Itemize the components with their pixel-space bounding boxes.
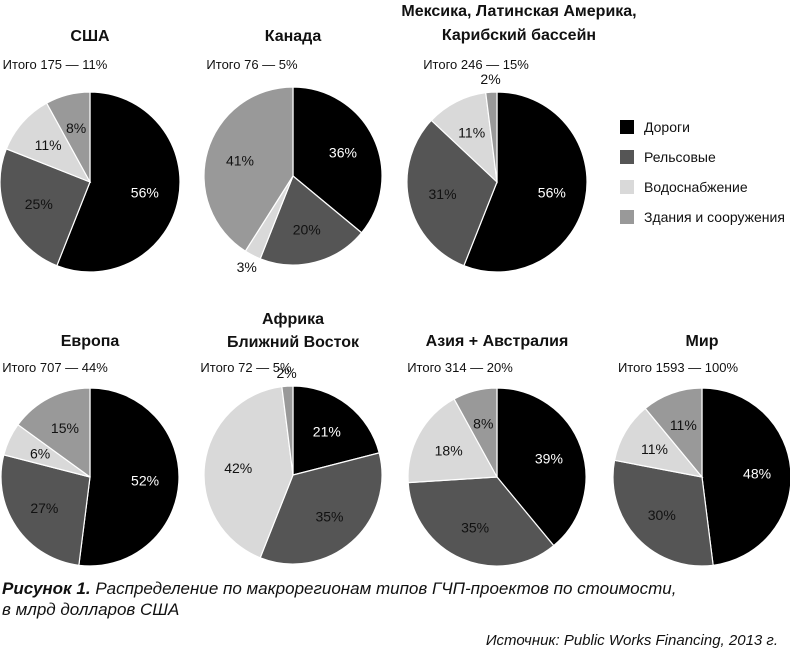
pie-slice bbox=[0, 454, 91, 566]
pie-slice bbox=[485, 91, 498, 183]
pie-slice bbox=[496, 387, 587, 547]
legend-label: Рельсовые bbox=[644, 149, 716, 165]
pie-title: Азия + Австралия bbox=[426, 333, 569, 350]
pie-slice bbox=[453, 387, 498, 478]
pie-slice bbox=[56, 91, 181, 273]
pie-slice bbox=[407, 398, 498, 484]
pie-title: Канада bbox=[265, 28, 322, 45]
pie-slice-label: 30% bbox=[648, 507, 676, 523]
pie-slice bbox=[259, 175, 363, 266]
pie-total: Итого 175 — 11% bbox=[3, 57, 108, 72]
pie-slice-label: 31% bbox=[429, 186, 457, 202]
pie-title: Мир bbox=[686, 333, 719, 350]
pie-slice-label: 18% bbox=[435, 442, 463, 458]
pie-total: Итого 707 — 44% bbox=[2, 360, 108, 375]
pie-slice-label: 36% bbox=[329, 145, 357, 161]
pie-slice-label: 41% bbox=[226, 153, 254, 169]
pie-title: США bbox=[70, 28, 110, 45]
legend-swatch bbox=[620, 150, 634, 164]
pie-slice-label: 48% bbox=[743, 466, 771, 482]
pie-slice bbox=[406, 119, 498, 267]
pie-slice-label: 15% bbox=[51, 420, 79, 436]
pie-total: Итого 76 — 5% bbox=[206, 57, 298, 72]
pie-slice bbox=[203, 386, 294, 559]
pie-total: Итого 246 — 15% bbox=[423, 57, 529, 72]
pie-slice-label: 8% bbox=[66, 120, 86, 136]
pie-slice-label: 42% bbox=[224, 460, 252, 476]
pie-slice-label: 3% bbox=[237, 259, 257, 275]
pie-slice bbox=[259, 452, 383, 565]
pie-slice-label: 11% bbox=[641, 441, 668, 457]
pie-slice bbox=[78, 387, 180, 567]
pie-slice bbox=[17, 387, 91, 479]
pie-slice-label: 25% bbox=[25, 196, 53, 212]
pie-title: Африка bbox=[262, 311, 324, 328]
pie-slice bbox=[203, 86, 294, 252]
figure-caption: Рисунок 1. Распределение по макрорегиона… bbox=[2, 578, 676, 620]
pie-slice bbox=[292, 86, 383, 234]
pie-slice-label: 27% bbox=[30, 500, 58, 516]
pie-slice bbox=[463, 91, 588, 273]
pie-slice-label: 8% bbox=[473, 416, 493, 432]
pie-slice-label: 6% bbox=[30, 446, 50, 462]
pie-title: Ближний Восток bbox=[227, 334, 360, 351]
pie-slice-label: 35% bbox=[315, 508, 343, 524]
caption-line-2: в млрд долларов США bbox=[2, 600, 180, 619]
caption-label: Рисунок 1. bbox=[2, 579, 91, 598]
pie-slice-label: 39% bbox=[535, 450, 563, 466]
pie-slice bbox=[0, 148, 91, 267]
pie-slice-label: 56% bbox=[538, 184, 566, 200]
pie-slice-label: 2% bbox=[276, 365, 296, 381]
legend-swatch bbox=[620, 180, 634, 194]
pie-slice-label: 35% bbox=[461, 520, 489, 536]
pie-slice bbox=[281, 385, 294, 476]
legend-swatch bbox=[620, 120, 634, 134]
pie-slice-label: 11% bbox=[670, 417, 697, 433]
pie-title: Мексика, Латинская Америка, bbox=[401, 3, 636, 20]
pie-slice bbox=[292, 385, 380, 476]
pie-slice-label: 21% bbox=[313, 423, 341, 439]
pie-slice-label: 11% bbox=[458, 124, 485, 140]
pie-total: Итого 1593 — 100% bbox=[618, 360, 739, 375]
pie-title: Европа bbox=[61, 333, 120, 350]
pie-slice-label: 56% bbox=[131, 184, 159, 200]
pie-slice-label: 11% bbox=[35, 137, 62, 153]
pie-slice bbox=[701, 387, 790, 566]
pie-total: Итого 314 — 20% bbox=[407, 360, 513, 375]
legend-label: Здания и сооружения bbox=[644, 209, 785, 225]
legend-label: Водоснабжение bbox=[644, 179, 748, 195]
pie-slice bbox=[45, 91, 91, 183]
legend-swatch bbox=[620, 210, 634, 224]
pie-slice-label: 2% bbox=[480, 71, 500, 87]
pie-slice bbox=[407, 476, 555, 567]
pie-slice-label: 52% bbox=[131, 472, 159, 488]
pie-slice-label: 20% bbox=[293, 221, 321, 237]
pie-slice bbox=[644, 387, 703, 479]
legend-label: Дороги bbox=[644, 119, 690, 135]
pie-total: Итого 72 — 5% bbox=[200, 360, 292, 375]
pie-slice bbox=[612, 459, 714, 567]
source-note: Источник: Public Works Financing, 2013 г… bbox=[485, 632, 778, 649]
caption-line-1: Распределение по макрорегионам типов ГЧП… bbox=[95, 579, 677, 598]
pie-title: Карибский бассейн bbox=[442, 27, 596, 44]
